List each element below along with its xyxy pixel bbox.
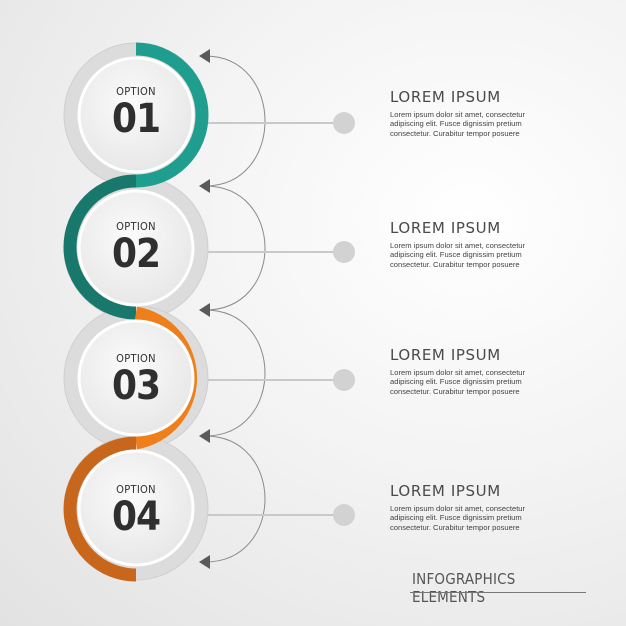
block-line: consectetur. Curabitur tempor posuere bbox=[390, 128, 520, 138]
option-word: OPTION bbox=[116, 220, 156, 233]
flow-curve-4 bbox=[204, 435, 266, 563]
option-label-1: OPTION 01 bbox=[91, 85, 181, 142]
flow-curve-3 bbox=[204, 309, 266, 437]
block-body: Lorem ipsum dolor sit amet, consectetur … bbox=[390, 368, 590, 396]
option-word: OPTION bbox=[116, 483, 156, 496]
block-body: Lorem ipsum dolor sit amet, consectetur … bbox=[390, 241, 590, 269]
arrow-head-icon-1 bbox=[199, 49, 210, 63]
block-title: LOREM IPSUM bbox=[390, 219, 501, 237]
footer-underline bbox=[410, 592, 586, 593]
connector-dot-4 bbox=[333, 504, 355, 526]
option-number: 03 bbox=[111, 363, 161, 409]
connector-dot-1 bbox=[333, 112, 355, 134]
block-body: Lorem ipsum dolor sit amet, consectetur … bbox=[390, 504, 590, 532]
option-number: 04 bbox=[111, 494, 161, 540]
connector-dot-2 bbox=[333, 241, 355, 263]
block-line: adipiscing elit. Fusce dignissim pretium bbox=[390, 250, 522, 260]
block-line: consectetur. Curabitur tempor posuere bbox=[390, 259, 520, 269]
option-label-4: OPTION 04 bbox=[91, 483, 181, 540]
block-body: Lorem ipsum dolor sit amet, consectetur … bbox=[390, 110, 590, 138]
teal-arc-2 bbox=[63, 174, 137, 320]
orange-arc-4 bbox=[63, 436, 137, 582]
block-title: LOREM IPSUM bbox=[390, 88, 501, 106]
arrow-head-icon-3 bbox=[199, 303, 210, 317]
text-block-2: LOREM IPSUM Lorem ipsum dolor sit amet, … bbox=[390, 219, 590, 269]
block-title: LOREM IPSUM bbox=[390, 482, 501, 500]
text-block-1: LOREM IPSUM Lorem ipsum dolor sit amet, … bbox=[390, 88, 590, 138]
flow-curve-2 bbox=[204, 185, 266, 311]
block-line: Lorem ipsum dolor sit amet, consectetur bbox=[390, 368, 526, 377]
disc-2 bbox=[77, 189, 195, 307]
block-line: adipiscing elit. Fusce dignissim pretium bbox=[390, 377, 522, 387]
option-number: 02 bbox=[111, 231, 161, 277]
block-line: Lorem ipsum dolor sit amet, consectetur bbox=[390, 241, 526, 250]
block-line: adipiscing elit. Fusce dignissim pretium bbox=[390, 119, 522, 129]
text-block-4: LOREM IPSUM Lorem ipsum dolor sit amet, … bbox=[390, 482, 590, 532]
block-line: adipiscing elit. Fusce dignissim pretium bbox=[390, 513, 522, 523]
arrow-head-icon-5 bbox=[199, 555, 210, 569]
option-word: OPTION bbox=[116, 85, 156, 98]
disc-4 bbox=[77, 449, 195, 567]
option-word: OPTION bbox=[116, 352, 156, 365]
connector-dot-3 bbox=[333, 369, 355, 391]
footer-title: INFOGRAPHICS ELEMENTS bbox=[412, 570, 516, 606]
flow-curve-1 bbox=[204, 55, 266, 187]
disc-3 bbox=[77, 319, 195, 437]
option-label-2: OPTION 02 bbox=[91, 220, 181, 277]
text-block-3: LOREM IPSUM Lorem ipsum dolor sit amet, … bbox=[390, 346, 590, 396]
block-line: consectetur. Curabitur tempor posuere bbox=[390, 522, 520, 532]
disc-1 bbox=[77, 56, 195, 174]
option-number: 01 bbox=[111, 96, 161, 142]
option-label-3: OPTION 03 bbox=[91, 352, 181, 409]
block-line: Lorem ipsum dolor sit amet, consectetur bbox=[390, 110, 526, 119]
block-line: consectetur. Curabitur tempor posuere bbox=[390, 386, 520, 396]
block-line: Lorem ipsum dolor sit amet, consectetur bbox=[390, 504, 526, 513]
arrow-head-icon-4 bbox=[199, 429, 210, 443]
teal-arc-1 bbox=[135, 42, 209, 188]
block-title: LOREM IPSUM bbox=[390, 346, 501, 364]
arrow-head-icon-2 bbox=[199, 179, 210, 193]
